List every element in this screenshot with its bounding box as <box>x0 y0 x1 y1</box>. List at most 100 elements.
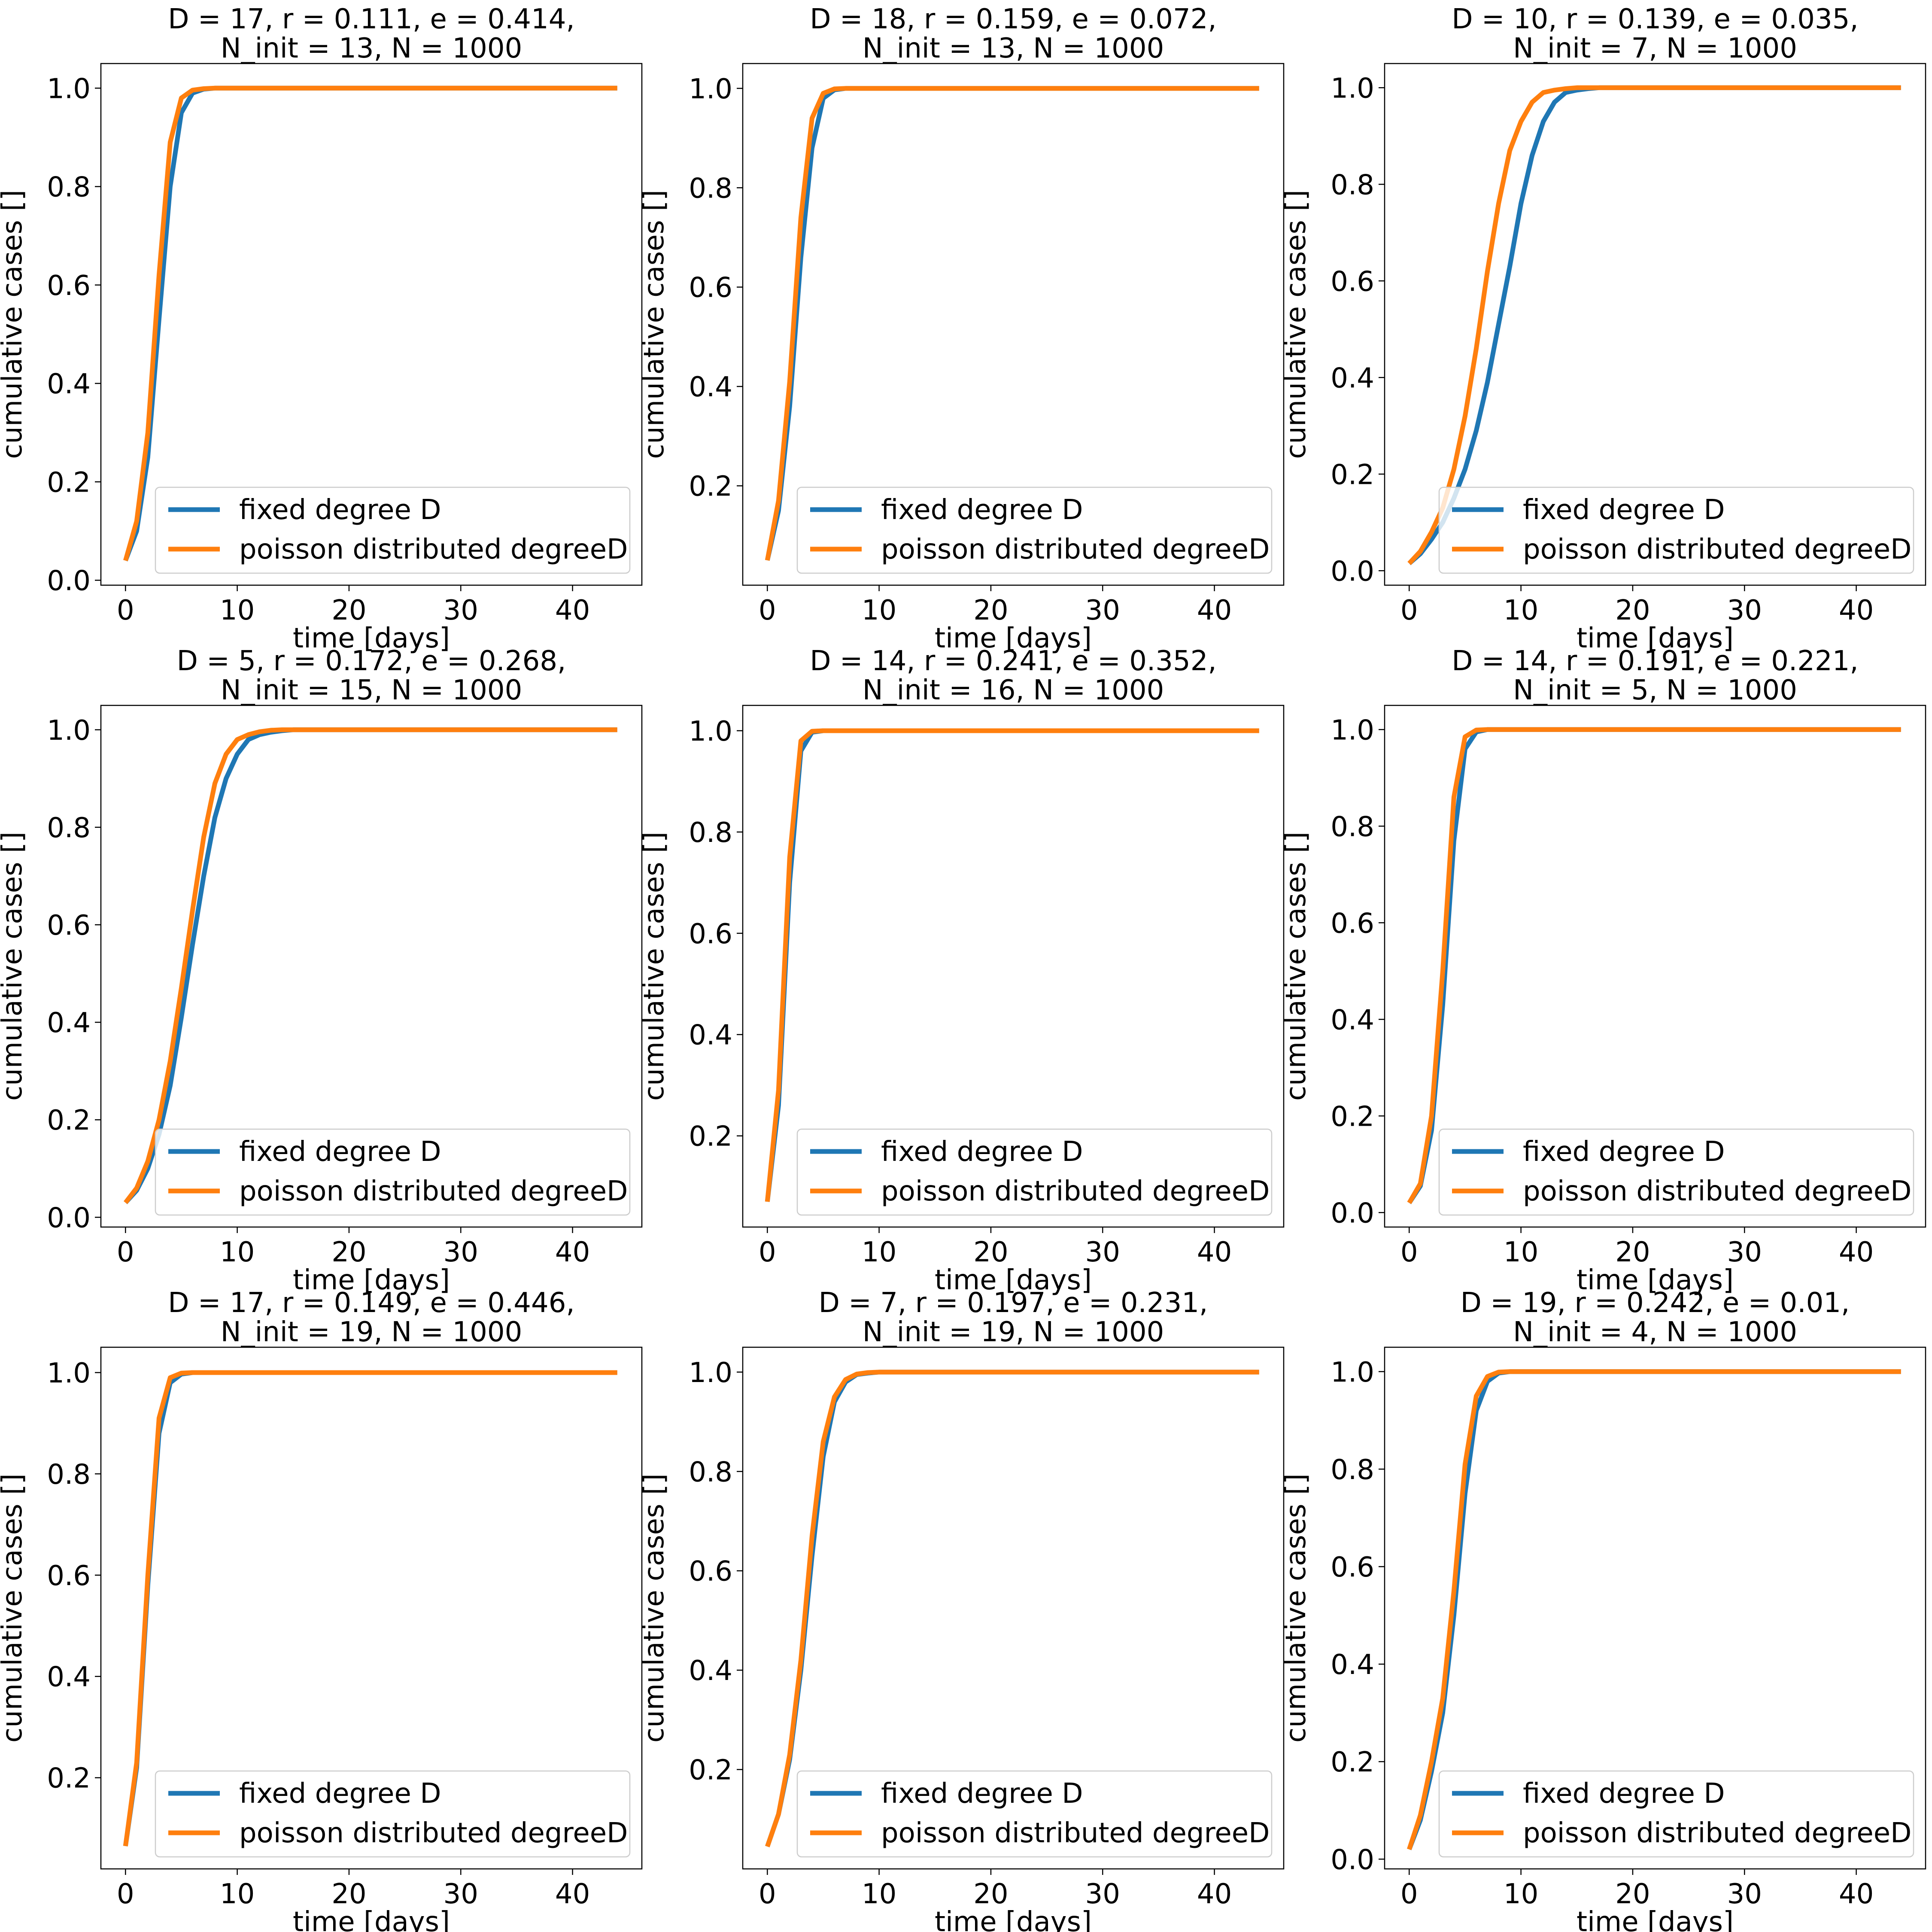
x-tick-label: 10 <box>1504 1878 1538 1910</box>
series-line-poisson-degree <box>765 86 1259 561</box>
legend-label: fixed degree D <box>239 494 441 526</box>
legend-box <box>155 486 631 574</box>
y-tick-label: 0.8 <box>47 172 91 204</box>
y-tick-label: 0.6 <box>47 1560 91 1592</box>
y-tick-label: 0.2 <box>47 1763 91 1795</box>
x-tick-label: 20 <box>331 1236 366 1268</box>
x-axis-label: time [days] <box>1577 1906 1734 1932</box>
y-tick-label: 0.4 <box>689 371 732 403</box>
subplot-title-line: D = 19, r = 0.242, e = 0.01, <box>1461 1287 1850 1319</box>
x-axis-label: time [days] <box>1577 623 1734 654</box>
x-tick-label: 30 <box>444 595 478 626</box>
y-tick-label: 0.0 <box>1331 556 1374 587</box>
legend-label: poisson distributed degreeD <box>1523 534 1911 565</box>
subplot-8: D = 7, r = 0.197, e = 0.231,N_init = 19,… <box>638 1287 1285 1932</box>
y-tick-label: 0.6 <box>689 1556 732 1588</box>
legend-label: poisson distributed degreeD <box>881 1176 1270 1207</box>
legend-label: fixed degree D <box>1523 494 1725 526</box>
y-axis-label: cumulative cases [] <box>638 832 670 1101</box>
axes-frame <box>100 1346 643 1870</box>
y-tick-label: 0.6 <box>689 272 732 304</box>
y-axis-label: cumulative cases [] <box>638 1473 670 1743</box>
axes-frame <box>742 63 1285 586</box>
x-tick-label: 20 <box>973 1878 1008 1910</box>
subplot-title-line: D = 5, r = 0.172, e = 0.268, <box>177 645 566 677</box>
axes-frame <box>1384 705 1926 1228</box>
legend-label: poisson distributed degreeD <box>1523 1176 1911 1207</box>
x-tick-label: 0 <box>1400 1236 1418 1268</box>
y-tick-label: 0.2 <box>1331 1747 1374 1778</box>
subplot-title-line: D = 7, r = 0.197, e = 0.231, <box>819 1287 1208 1319</box>
x-tick-label: 0 <box>117 1878 134 1910</box>
y-tick-label: 0.8 <box>689 817 732 849</box>
y-axis-label: cumulative cases [] <box>0 190 28 459</box>
legend-label: poisson distributed degreeD <box>881 1817 1270 1849</box>
x-tick-label: 0 <box>1400 595 1418 626</box>
y-tick-label: 0.8 <box>47 1459 91 1491</box>
subplot-4: D = 5, r = 0.172, e = 0.268,N_init = 15,… <box>0 645 643 1296</box>
y-tick-label: 1.0 <box>689 1357 732 1389</box>
x-tick-label: 10 <box>220 595 255 626</box>
x-tick-label: 20 <box>1615 1236 1650 1268</box>
y-tick-label: 0.4 <box>689 1020 732 1051</box>
x-tick-label: 30 <box>1085 1878 1120 1910</box>
subplot-9: D = 19, r = 0.242, e = 0.01,N_init = 4, … <box>1280 1287 1926 1932</box>
subplot-1: D = 17, r = 0.111, e = 0.414,N_init = 13… <box>0 3 643 654</box>
x-axis-label: time [days] <box>293 1906 450 1932</box>
y-tick-label: 0.0 <box>1331 1197 1374 1229</box>
subplot-2: D = 18, r = 0.159, e = 0.072,N_init = 13… <box>638 3 1285 654</box>
x-tick-label: 30 <box>444 1236 478 1268</box>
x-tick-label: 10 <box>1504 595 1538 626</box>
legend-box <box>796 1770 1273 1858</box>
subplot-title-line: D = 17, r = 0.149, e = 0.446, <box>168 1287 575 1319</box>
x-tick-label: 30 <box>1727 1236 1762 1268</box>
x-tick-label: 40 <box>555 595 590 626</box>
y-tick-label: 0.4 <box>1331 362 1374 394</box>
legend-label: poisson distributed degreeD <box>239 534 628 565</box>
subplot-title-line: N_init = 7, N = 1000 <box>1513 33 1797 64</box>
legend-label: poisson distributed degreeD <box>1523 1817 1911 1849</box>
y-tick-label: 0.4 <box>689 1655 732 1687</box>
y-tick-label: 0.8 <box>1331 1454 1374 1486</box>
x-tick-label: 40 <box>1839 1878 1874 1910</box>
y-tick-label: 0.0 <box>1331 1844 1374 1876</box>
x-tick-label: 10 <box>220 1236 255 1268</box>
y-tick-label: 1.0 <box>1331 714 1374 746</box>
x-tick-label: 30 <box>1727 1878 1762 1910</box>
y-tick-label: 0.4 <box>47 1007 91 1039</box>
x-axis-label: time [days] <box>293 623 450 654</box>
axes-frame <box>100 705 643 1228</box>
y-tick-label: 0.4 <box>47 368 91 400</box>
x-tick-label: 40 <box>1839 595 1874 626</box>
x-tick-label: 20 <box>1615 1878 1650 1910</box>
y-tick-label: 0.2 <box>689 1121 732 1153</box>
y-tick-label: 0.6 <box>47 270 91 302</box>
x-axis-label: time [days] <box>935 1906 1092 1932</box>
y-axis-label: cumulative cases [] <box>638 190 670 459</box>
y-tick-label: 0.0 <box>47 565 91 597</box>
subplot-6: D = 14, r = 0.191, e = 0.221,N_init = 5,… <box>1280 645 1926 1296</box>
subplot-title-line: N_init = 4, N = 1000 <box>1513 1316 1797 1348</box>
y-tick-label: 0.4 <box>1331 1649 1374 1681</box>
x-tick-label: 10 <box>862 1236 896 1268</box>
series-line-poisson-degree <box>1407 727 1901 1204</box>
legend-box <box>1438 1770 1914 1858</box>
y-tick-label: 0.8 <box>689 173 732 204</box>
subplot-title-line: N_init = 13, N = 1000 <box>863 33 1164 64</box>
axes-frame <box>742 1346 1285 1870</box>
y-axis-label: cumulative cases [] <box>1280 832 1312 1101</box>
y-tick-label: 0.8 <box>689 1456 732 1488</box>
y-axis-label: cumulative cases [] <box>1280 1473 1312 1743</box>
y-tick-label: 0.4 <box>47 1662 91 1693</box>
subplot-3: D = 10, r = 0.139, e = 0.035,N_init = 7,… <box>1280 3 1926 654</box>
y-tick-label: 0.6 <box>1331 1552 1374 1583</box>
y-tick-label: 0.8 <box>1331 169 1374 201</box>
subplot-title-line: D = 14, r = 0.241, e = 0.352, <box>810 645 1217 677</box>
axes-frame <box>1384 1346 1926 1870</box>
y-tick-label: 0.8 <box>47 812 91 844</box>
y-tick-label: 0.2 <box>1331 459 1374 491</box>
x-tick-label: 40 <box>1839 1236 1874 1268</box>
y-tick-label: 0.6 <box>47 910 91 942</box>
y-tick-label: 1.0 <box>689 73 732 105</box>
